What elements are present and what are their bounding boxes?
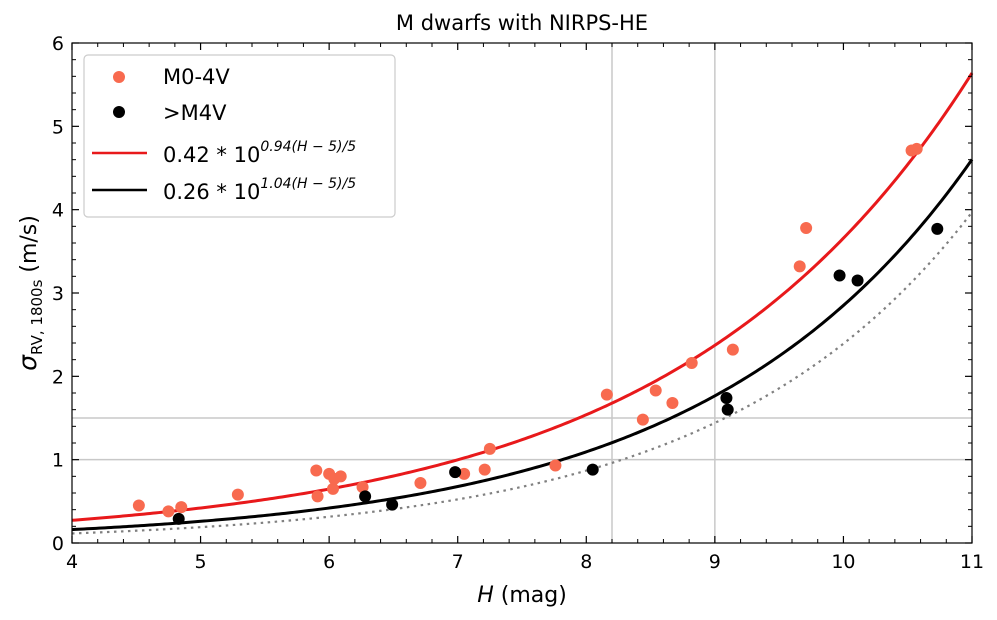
point-m4v-3 <box>449 466 462 479</box>
point-m0-4v-20 <box>685 357 698 369</box>
point-m4v-2 <box>386 498 399 511</box>
point-m4v-6 <box>721 403 734 416</box>
point-m0-4v-5 <box>311 490 324 503</box>
point-m0-4v-25 <box>910 142 923 155</box>
y-tick-label-4: 4 <box>52 200 64 222</box>
axis-ticks: 4 5 6 7 8 9 10 11 0 1 2 3 4 5 6 <box>52 33 984 573</box>
point-m4v-4 <box>586 463 599 476</box>
x-tick-label-3: 7 <box>452 551 464 573</box>
point-m4v-5 <box>720 392 733 404</box>
point-m0-4v-10 <box>356 481 369 494</box>
point-m0-4v-0 <box>132 499 145 512</box>
point-m4v-8 <box>851 274 864 287</box>
point-m0-4v-9 <box>334 470 347 483</box>
point-m0-4v-17 <box>636 413 649 426</box>
point-m0-4v-14 <box>483 442 496 455</box>
point-m4v-7 <box>833 269 846 282</box>
x-tick-label-7: 11 <box>960 551 984 573</box>
fit-curve-2 <box>71 72 974 522</box>
point-m0-4v-3 <box>231 488 244 501</box>
point-m0-4v-4 <box>310 464 323 477</box>
x-tick-label-6: 10 <box>831 551 855 573</box>
legend-marker-m0-4v <box>113 71 125 83</box>
point-m0-4v-21 <box>726 343 739 356</box>
point-m4v-9 <box>931 222 944 235</box>
y-axis-label: σRV, 1800s (m/s) <box>13 215 46 371</box>
legend-marker-m4v <box>113 106 125 118</box>
point-m0-4v-16 <box>600 388 613 401</box>
chart-title: M dwarfs with NIRPS-HE <box>396 11 648 35</box>
point-m0-4v-23 <box>800 222 813 234</box>
point-m0-4v-11 <box>414 477 427 489</box>
reference-lines <box>72 43 972 543</box>
point-m0-4v-1 <box>162 505 175 518</box>
x-tick-label-0: 4 <box>66 551 78 573</box>
legend-label-m4v: >M4V <box>163 101 227 125</box>
point-m4v-1 <box>359 490 372 503</box>
point-m0-4v-19 <box>666 397 679 409</box>
legend-frame <box>83 54 396 218</box>
y-tick-label-5: 5 <box>52 116 64 138</box>
x-tick-label-5: 9 <box>709 551 721 573</box>
x-tick-label-1: 5 <box>195 551 207 573</box>
y-tick-label-3: 3 <box>52 283 64 305</box>
y-tick-label-1: 1 <box>52 450 64 472</box>
y-tick-label-0: 0 <box>52 533 64 555</box>
dotted-curve-4 <box>71 211 973 535</box>
point-m0-4v-12 <box>458 467 471 480</box>
point-m0-4v-22 <box>793 260 806 273</box>
fit-curve-3 <box>71 158 974 532</box>
point-m4v-0 <box>172 512 185 525</box>
point-m0-4v-2 <box>175 501 188 514</box>
fit-curves <box>71 72 974 535</box>
x-tick-label-4: 8 <box>580 551 592 573</box>
legend-label-red-fit: 0.42 * 100.94(H − 5)/5 <box>163 139 356 167</box>
y-tick-label-2: 2 <box>52 366 64 388</box>
point-m0-4v-18 <box>649 384 662 397</box>
legend: M0-4V >M4V 0.42 * 100.94(H − 5)/5 0.26 *… <box>83 54 396 218</box>
legend-label-m0-4v: M0-4V <box>163 65 230 89</box>
point-m0-4v-7 <box>327 482 339 495</box>
point-m0-4v-13 <box>478 463 491 476</box>
y-tick-label-6: 6 <box>52 33 64 55</box>
data-points <box>132 142 944 525</box>
point-m0-4v-15 <box>549 459 562 472</box>
x-tick-label-2: 6 <box>323 551 335 573</box>
legend-label-black-fit: 0.26 * 101.04(H − 5)/5 <box>163 176 356 204</box>
x-axis-label: H (mag) <box>477 583 567 608</box>
